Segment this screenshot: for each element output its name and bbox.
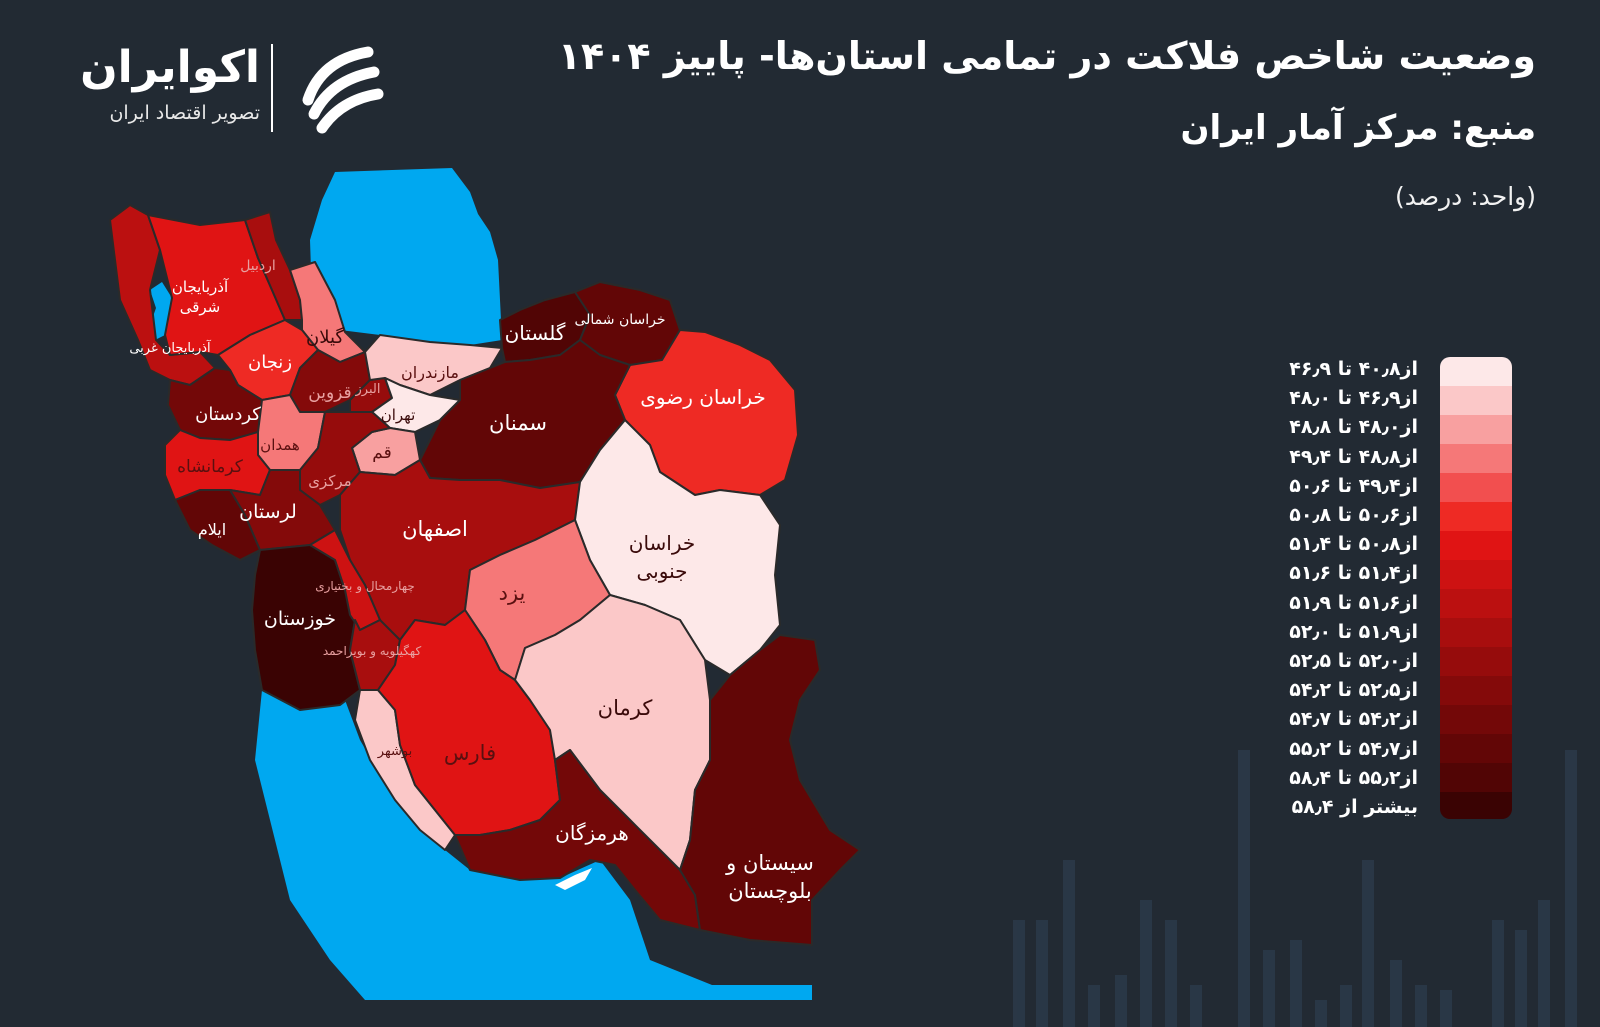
- legend-swatch: [1440, 502, 1512, 531]
- legend-swatch: [1440, 618, 1512, 647]
- legend-label: از۵۰٫۶ تا ۵۰٫۸: [1289, 504, 1418, 526]
- legend-swatch: [1440, 589, 1512, 618]
- label-kb: کهگیلویه و بویراحمد: [323, 644, 422, 659]
- label-mazandaran: مازندران: [401, 363, 459, 383]
- legend-label: از۴۸٫۸ تا ۴۹٫۴: [1289, 445, 1418, 468]
- legend-swatch: [1440, 444, 1512, 473]
- persian-gulf: [255, 690, 812, 1000]
- label-alborz: البرز: [355, 382, 381, 397]
- legend-label: از۵۴٫۷ تا ۵۵٫۲: [1289, 737, 1418, 760]
- label-azsh-line: آذربایجان شرقی: [172, 278, 229, 316]
- label-kurdistan: کردستان: [195, 404, 261, 425]
- legend-label: از۵۱٫۹ تا ۵۲٫۰: [1289, 620, 1418, 643]
- label-hamedan: همدان: [260, 436, 300, 454]
- legend-swatch: [1440, 705, 1512, 734]
- province-lorestan[interactable]: [229, 469, 336, 551]
- label-markazi: مرکزی: [308, 472, 351, 490]
- legend-label: از۵۰٫۸ تا ۵۱٫۴: [1289, 533, 1418, 556]
- legend-swatch: [1440, 792, 1512, 819]
- province-chaharmahal[interactable]: [309, 529, 381, 631]
- legend-label: از۴۶٫۹ تا ۴۸٫۰: [1289, 387, 1418, 410]
- province-sistan-baluchestan[interactable]: [679, 634, 861, 946]
- label-chb: چهارمحال و بختیاری: [315, 579, 415, 594]
- legend-swatch: [1440, 560, 1512, 589]
- legend-swatch: [1440, 647, 1512, 676]
- label-gilan: گیلان: [306, 326, 344, 348]
- legend-color-scale: [1440, 357, 1512, 819]
- caspian-sea: [310, 168, 502, 345]
- label-yazd: یزد: [499, 581, 526, 605]
- legend-label: بیشتر از ۵۸٫۴: [1291, 796, 1418, 818]
- logo-name: اکوایران: [80, 42, 260, 93]
- ecoiran-mark-icon: [302, 46, 384, 134]
- label-khjonubi: خراسان جنوبی: [629, 531, 696, 583]
- legend-swatch: [1440, 676, 1512, 705]
- legend-label: از۵۲٫۵ تا ۵۴٫۲: [1289, 679, 1418, 702]
- label-sb: سیستان و بلوچستان: [725, 851, 814, 903]
- label-qazvin: قزوین: [308, 383, 351, 403]
- label-bushehr: بوشهر: [377, 744, 412, 759]
- legend-swatch: [1440, 415, 1512, 444]
- legend-label: از۵۱٫۴ تا ۵۱٫۶: [1289, 562, 1418, 585]
- label-fars: فارس: [444, 741, 496, 765]
- label-semnan: سمنان: [489, 411, 547, 435]
- qeshm-island: [555, 868, 592, 890]
- legend-swatch: [1440, 531, 1512, 560]
- legend-label: از۵۱٫۶ تا ۵۱٫۹: [1289, 591, 1418, 614]
- label-kerman: کرمان: [598, 696, 653, 720]
- label-ilam: ایلام: [198, 520, 226, 539]
- legend-swatch: [1440, 763, 1512, 792]
- brand-logo: اکوایران تصویر اقتصاد ایران: [60, 40, 390, 140]
- legend-label: از۵۲٫۰ تا ۵۲٫۵: [1289, 650, 1418, 672]
- label-lorestan: لرستان: [239, 501, 297, 523]
- legend-label: از۴۸٫۰ تا ۴۸٫۸: [1289, 416, 1418, 439]
- legend-label: از۴۰٫۸ تا ۴۶٫۹: [1289, 358, 1418, 380]
- source-label: منبع: مرکز آمار ایران: [1180, 108, 1536, 148]
- label-qom: قم: [372, 443, 391, 463]
- logo-divider: [271, 44, 273, 132]
- province-tehran[interactable]: [371, 377, 461, 433]
- label-tehran: تهران: [381, 406, 416, 424]
- label-golestan: گلستان: [505, 321, 566, 345]
- map-title: وضعیت شاخص فلاکت در تمامی استان‌ها- پایی…: [557, 34, 1536, 78]
- label-khrazavi: خراسان رضوی: [640, 385, 765, 409]
- province-hormozgan[interactable]: [454, 749, 701, 931]
- legend-swatch: [1440, 357, 1512, 386]
- label-hormozgan: هرمزگان: [555, 821, 629, 845]
- legend-swatch: [1440, 473, 1512, 502]
- logo-tagline: تصویر اقتصاد ایران: [109, 102, 260, 124]
- legend-swatch: [1440, 386, 1512, 415]
- legend-label: از۴۹٫۴ تا ۵۰٫۶: [1289, 474, 1418, 497]
- legend-label: از۵۴٫۲ تا ۵۴٫۷: [1289, 708, 1418, 731]
- label-khuzestan: خوزستان: [264, 608, 336, 630]
- unit-label: (واحد: درصد): [1394, 182, 1536, 211]
- label-esfahan: اصفهان: [402, 517, 468, 541]
- label-zanjan: زنجان: [248, 352, 292, 373]
- label-kermanshah: کرمانشاه: [177, 457, 244, 477]
- legend-label: از۵۵٫۲ تا ۵۸٫۴: [1289, 766, 1418, 789]
- label-ardabil: اردبیل: [240, 258, 276, 274]
- legend-swatch: [1440, 734, 1512, 763]
- label-khshomali: خراسان شمالی: [574, 312, 665, 328]
- label-azgh: آذربایجان غربی: [129, 339, 212, 356]
